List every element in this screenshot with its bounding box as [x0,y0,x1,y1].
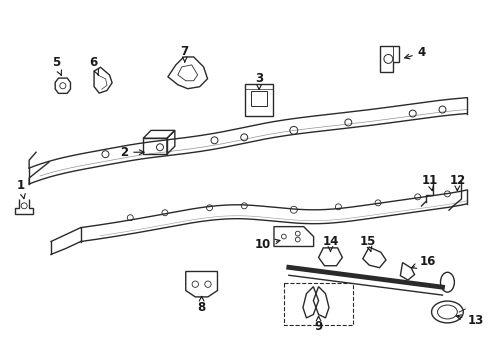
Text: 5: 5 [52,57,61,75]
Text: 3: 3 [255,72,263,89]
Bar [284,283,352,325]
Bar [244,84,272,116]
Text: 14: 14 [322,235,338,251]
Text: 12: 12 [448,174,465,191]
Text: 6: 6 [89,57,99,75]
Text: 4: 4 [404,46,425,59]
Text: 10: 10 [254,238,280,251]
Text: 16: 16 [411,255,435,268]
Text: 11: 11 [421,174,437,191]
Bar [250,91,267,106]
Text: 9: 9 [314,316,322,333]
Text: 7: 7 [181,45,188,62]
Text: 1: 1 [17,179,25,199]
Text: 13: 13 [455,314,483,327]
Text: 2: 2 [120,146,144,159]
Text: 8: 8 [197,296,205,314]
Text: 15: 15 [359,235,376,251]
